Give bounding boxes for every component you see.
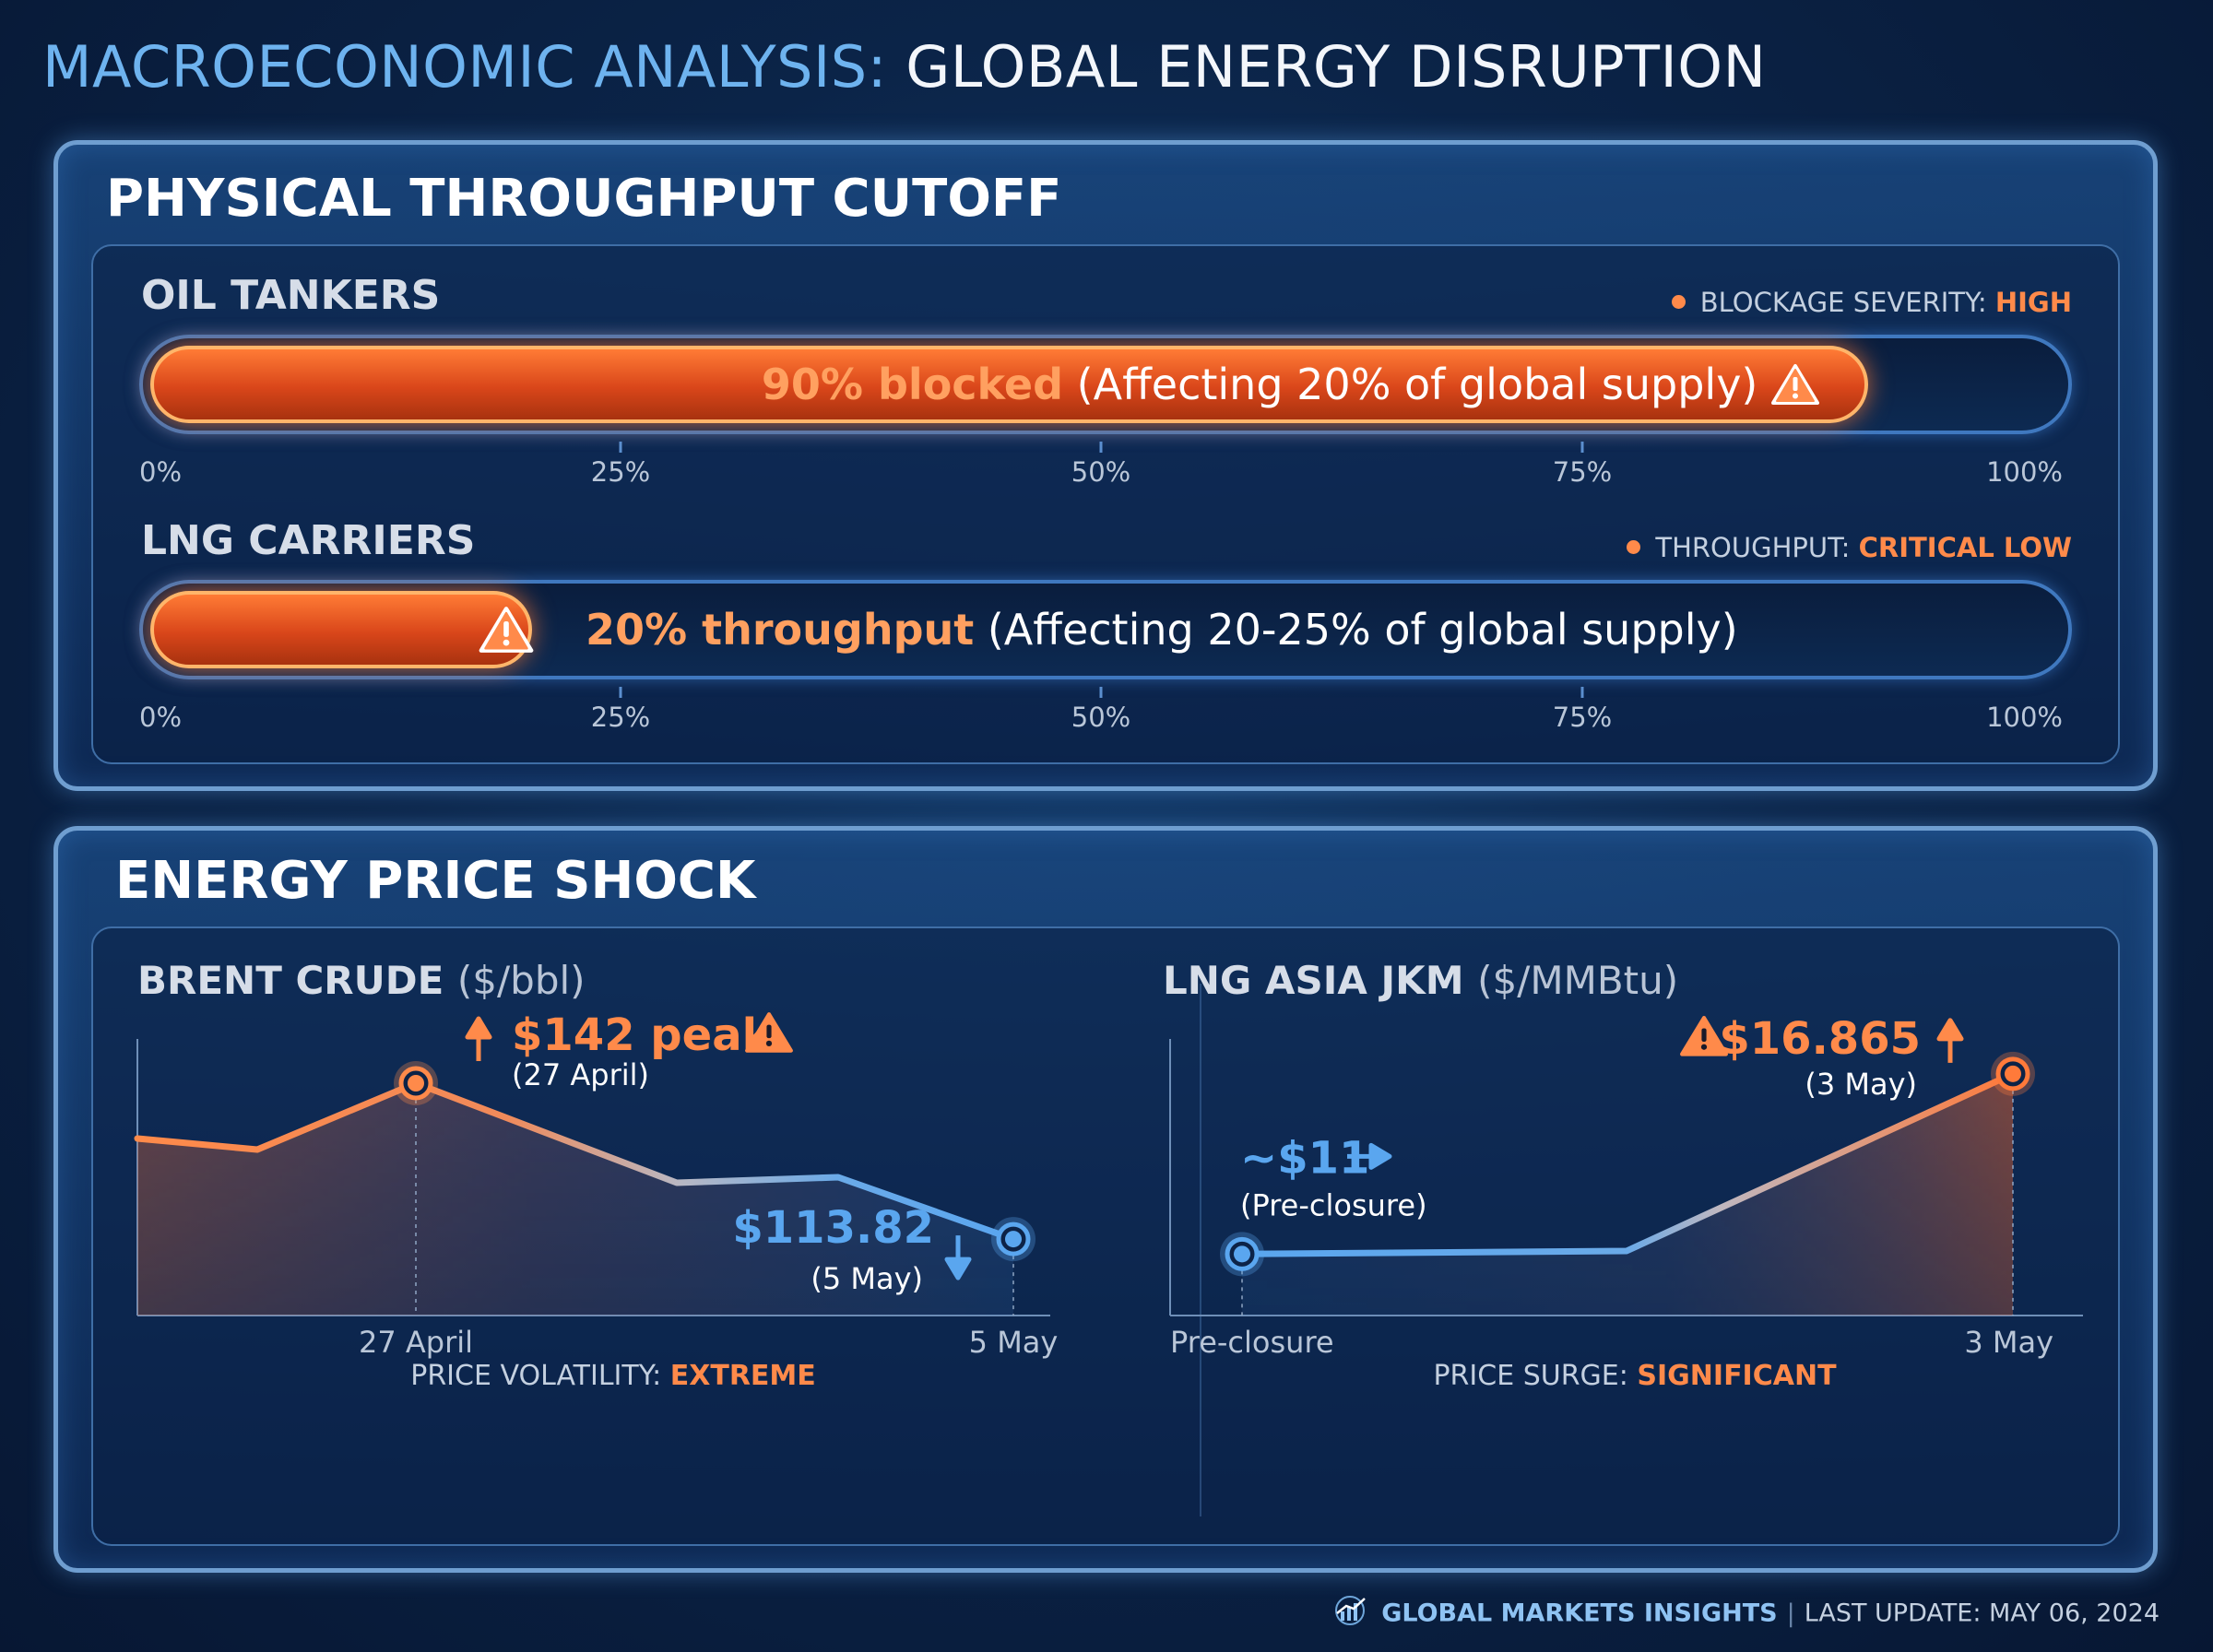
throughput-inner: OIL TANKERS BLOCKAGE SEVERITY: HIGH 90% … — [91, 244, 2120, 764]
brent-footer: PRICE VOLATILITY: EXTREME — [410, 1360, 816, 1392]
page-title-main: GLOBAL ENERGY DISRUPTION — [905, 33, 1767, 100]
brent-area — [137, 1083, 1013, 1316]
x-tick-label: Pre-closure — [1170, 1325, 1334, 1360]
jkm-line — [1238, 1070, 2017, 1257]
oil-status-value: HIGH — [1994, 287, 2072, 318]
oil-axis: 0% 25% 50% 75% 100% — [139, 442, 2072, 490]
jkm-footer-value: SIGNIFICANT — [1637, 1360, 1837, 1392]
lng-bar-fill — [150, 591, 532, 668]
arrow-down-icon — [944, 1235, 972, 1280]
tick-label: 25% — [590, 702, 651, 733]
lng-bar-track: 20% throughput (Affecting 20-25% of glob… — [139, 580, 2072, 679]
x-tick-label: 5 May — [969, 1325, 1059, 1360]
tick-label: 100% — [1986, 456, 2063, 488]
lng-carriers-label: LNG CARRIERS — [141, 517, 476, 564]
chart-divider — [1200, 984, 1201, 1516]
oil-bar-text: 90% blocked (Affecting 20% of global sup… — [762, 360, 1819, 409]
brent-title: BRENT CRUDE ($/bbl) — [137, 958, 586, 1003]
lng-axis: 0% 25% 50% 75% 100% — [139, 687, 2072, 735]
brent-peak-label: $142 peak — [512, 1009, 773, 1061]
oil-bar-fill — [150, 346, 1868, 423]
arrow-up-icon — [1936, 1018, 1964, 1063]
oil-bar-note: (Affecting 20% of global supply) — [1076, 360, 1758, 409]
jkm-chart: Pre-closure 3 May~$11(Pre-closure)$16.865… — [1169, 1013, 2083, 1360]
page-title: MACROECONOMIC ANALYSIS: GLOBAL ENERGY DI… — [42, 33, 1766, 100]
status-dot-icon — [1671, 294, 1686, 309]
jkm-unit: ($/MMBtu) — [1477, 958, 1679, 1003]
price-heading: ENERGY PRICE SHOCK — [115, 851, 756, 911]
brent-line — [134, 1080, 1017, 1243]
x-tick-label: 3 May — [1964, 1325, 2053, 1360]
warning-icon — [1771, 363, 1819, 406]
tick-label: 25% — [590, 456, 651, 488]
tick-label: 50% — [1071, 456, 1131, 488]
tick-mark — [1099, 442, 1103, 453]
oil-tankers-label: OIL TANKERS — [141, 272, 441, 319]
data-point-core — [408, 1075, 424, 1092]
status-dot-icon — [1627, 539, 1641, 554]
arrow-up-icon — [465, 1016, 492, 1061]
footer-brand: GLOBAL MARKETS INSIGHTS — [1381, 1599, 1778, 1628]
tick-mark — [1580, 442, 1584, 453]
brent-peak-date: (27 April) — [512, 1057, 649, 1092]
lng-status: THROUGHPUT: CRITICAL LOW — [1627, 532, 2072, 563]
lng-bar-text: 20% throughput (Affecting 20-25% of glob… — [586, 605, 1738, 655]
tick-label: 50% — [1071, 702, 1131, 733]
brent-footer-value: EXTREME — [669, 1360, 816, 1392]
x-tick-label: 27 April — [359, 1325, 473, 1360]
tick-label: 0% — [139, 456, 183, 488]
jkm-footer-label: PRICE SURGE: — [1433, 1360, 1628, 1392]
footer-separator: | — [1786, 1599, 1795, 1628]
jkm-end-date: (3 May) — [1805, 1067, 1917, 1102]
price-inner: BRENT CRUDE ($/bbl) LNG ASIA JKM ($/MMBt… — [91, 926, 2120, 1546]
data-point-core — [1234, 1245, 1250, 1263]
brent-footer-label: PRICE VOLATILITY: — [410, 1360, 662, 1392]
lng-bar-note: (Affecting 20-25% of global supply) — [987, 605, 1738, 655]
lng-status-label: THROUGHPUT: — [1655, 532, 1851, 563]
jkm-title: LNG ASIA JKM ($/MMBtu) — [1163, 958, 1678, 1003]
chart-logo-icon — [1334, 1596, 1366, 1625]
oil-status-label: BLOCKAGE SEVERITY: — [1699, 287, 1987, 318]
tick-mark — [1580, 687, 1584, 698]
brent-end-date: (5 May) — [811, 1261, 923, 1296]
lng-bar-value: 20% throughput — [586, 605, 975, 655]
jkm-start-date: (Pre-closure) — [1240, 1187, 1427, 1222]
data-point-core — [1005, 1231, 1022, 1248]
page-title-accent: MACROECONOMIC ANALYSIS: — [42, 33, 887, 100]
footer-update: LAST UPDATE: MAY 06, 2024 — [1804, 1599, 2160, 1628]
brent-end-label: $113.82 — [732, 1202, 934, 1254]
tick-mark — [619, 442, 622, 453]
footer: GLOBAL MARKETS INSIGHTS | LAST UPDATE: MAY… — [1331, 1596, 2160, 1630]
oil-bar-track: 90% blocked (Affecting 20% of global sup… — [139, 335, 2072, 434]
oil-status: BLOCKAGE SEVERITY: HIGH — [1671, 287, 2072, 318]
brent-chart: 27 April 5 May $142 peak(27 April) $113.82 (… — [134, 1009, 1059, 1360]
tick-label: 100% — [1986, 702, 2063, 733]
tick-mark — [619, 687, 622, 698]
jkm-footer: PRICE SURGE: SIGNIFICANT — [1433, 1360, 1836, 1392]
lng-status-value: CRITICAL LOW — [1858, 532, 2072, 563]
arrow-right-icon — [1347, 1142, 1392, 1170]
brent-unit: ($/bbl) — [456, 958, 586, 1003]
price-panel: ENERGY PRICE SHOCK BRENT CRUDE ($/bbl) L… — [53, 826, 2158, 1573]
tick-label: 0% — [139, 702, 183, 733]
jkm-title-text: LNG ASIA JKM — [1163, 958, 1464, 1003]
oil-bar-value: 90% blocked — [761, 360, 1064, 409]
jkm-end-label: $16.865 — [1719, 1013, 1921, 1065]
throughput-panel: PHYSICAL THROUGHPUT CUTOFF OIL TANKERS B… — [53, 140, 2158, 791]
tick-mark — [1099, 687, 1103, 698]
data-point-core — [2005, 1065, 2021, 1082]
throughput-heading: PHYSICAL THROUGHPUT CUTOFF — [106, 169, 1062, 229]
tick-label: 75% — [1552, 456, 1613, 488]
brent-title-text: BRENT CRUDE — [137, 958, 444, 1003]
warning-icon — [479, 606, 534, 654]
tick-label: 75% — [1552, 702, 1613, 733]
